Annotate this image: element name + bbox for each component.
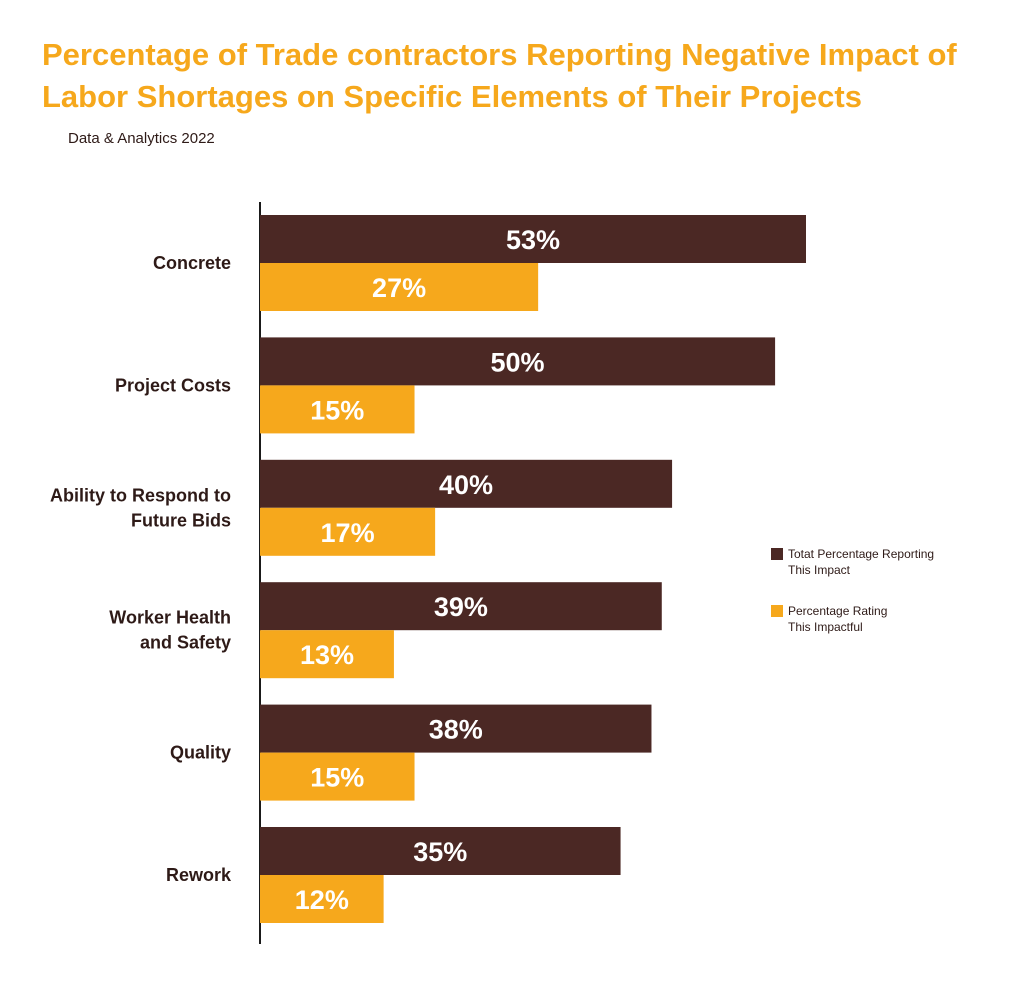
category-label-line: Worker Health — [109, 608, 231, 628]
category-label-line: Concrete — [153, 253, 231, 273]
bar-value-label: 39% — [434, 592, 488, 622]
bar-value-label: 35% — [413, 837, 467, 867]
bar — [260, 507, 436, 556]
bar — [260, 385, 415, 434]
category-label-line: Quality — [170, 743, 231, 763]
legend-label-line: This Impact — [788, 563, 851, 577]
category-label-line: Future Bids — [131, 510, 231, 530]
category-label-line: and Safety — [140, 633, 231, 653]
bar — [260, 752, 415, 801]
category-label-line: Rework — [166, 865, 232, 885]
legend-swatch — [771, 548, 783, 560]
legend: Totat Percentage Reporting This Impact Per… — [771, 547, 934, 634]
bar — [260, 582, 662, 631]
bar-value-label: 27% — [372, 273, 426, 303]
bar-value-label: 12% — [295, 885, 349, 915]
chart-title: Percentage of Trade contractors Reportin… — [42, 37, 957, 114]
chart-source: Data & Analytics 2022 — [68, 130, 215, 147]
bar-value-label: 50% — [491, 347, 545, 377]
legend-swatch — [771, 605, 783, 617]
bar-value-label: 53% — [506, 225, 560, 255]
bar-value-label: 13% — [300, 640, 354, 670]
bar-value-label: 15% — [310, 763, 364, 793]
bar-value-label: 38% — [429, 715, 483, 745]
bar — [260, 215, 806, 263]
legend-label: Percentage Rating This Impactful — [788, 604, 887, 634]
category-label: Rework — [166, 865, 232, 885]
bar — [260, 704, 652, 753]
bar — [260, 630, 394, 679]
category-label: Project Costs — [115, 375, 231, 395]
bar — [260, 263, 539, 311]
category-label: Concrete — [153, 253, 231, 273]
legend-label-line: This Impactful — [788, 620, 863, 634]
legend-label: Totat Percentage Reporting This Impact — [788, 547, 934, 577]
category-label: Quality — [170, 743, 231, 763]
bar — [260, 827, 621, 875]
bar — [260, 337, 776, 386]
bar-value-label: 40% — [439, 470, 493, 500]
bar — [260, 459, 673, 508]
legend-label-line: Totat Percentage Reporting — [788, 547, 934, 561]
plot-area: Concrete 53% 27% Project Costs 50% 15% Ability… — [50, 215, 806, 923]
bar — [260, 875, 384, 923]
category-label: Ability to Respond to Future Bids — [50, 485, 231, 530]
legend-label-line: Percentage Rating — [788, 604, 887, 618]
bar-value-label: 17% — [321, 518, 375, 548]
category-label-line: Ability to Respond to — [50, 485, 231, 505]
category-label-line: Project Costs — [115, 375, 231, 395]
category-label: Worker Health and Safety — [109, 608, 231, 653]
bar-value-label: 15% — [310, 395, 364, 425]
